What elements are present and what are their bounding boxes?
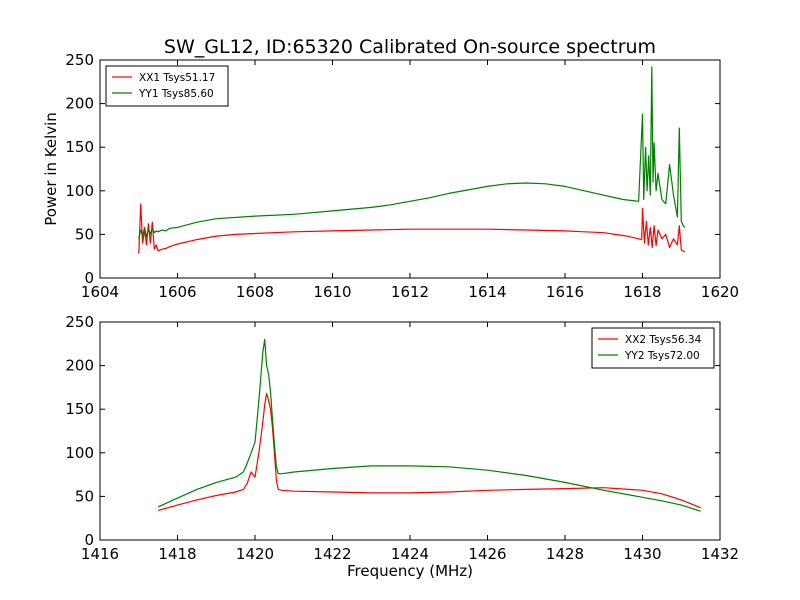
bottom-panel: 1416 1418 1420 1422 1424 1426 1428 1430 1432 0 50 1… bbox=[65, 313, 739, 580]
bottom-x-tick-label: 1416 bbox=[81, 545, 119, 563]
top-x-tick-label: 1608 bbox=[236, 283, 274, 301]
top-y-tick-label: 0 bbox=[84, 269, 94, 287]
bottom-x-tick-label: 1432 bbox=[701, 545, 739, 563]
bottom-y-tick-label: 0 bbox=[84, 531, 94, 549]
top-legend-label-1: XX1 Tsys51.17 bbox=[139, 72, 215, 84]
chart-title: SW_GL12, ID:65320 Calibrated On-source s… bbox=[164, 36, 656, 58]
bottom-x-tick-label: 1420 bbox=[236, 545, 274, 563]
top-x-tick-label: 1616 bbox=[546, 283, 584, 301]
bottom-legend-box bbox=[591, 327, 715, 369]
top-y-tick-label: 200 bbox=[65, 95, 94, 113]
bottom-y-tick-label: 150 bbox=[65, 400, 94, 418]
bottom-legend-label-1: XX2 Tsys56.34 bbox=[625, 334, 702, 346]
bottom-y-tick-label: 100 bbox=[65, 444, 94, 462]
top-y-tick-label: 150 bbox=[65, 138, 94, 156]
bottom-x-tick-label: 1418 bbox=[158, 545, 196, 563]
bottom-legend-label-2: YY2 Tsys72.00 bbox=[624, 350, 700, 362]
bottom-series-2-line bbox=[157, 338, 701, 512]
top-y-tick-label: 250 bbox=[65, 51, 94, 69]
bottom-x-tick-label: 1430 bbox=[623, 545, 661, 563]
top-legend-box bbox=[105, 65, 229, 107]
top-panel: 1604 1606 1608 1610 1612 1614 1616 1618 1620 0 50 1… bbox=[42, 51, 739, 301]
top-x-tick-label: 1620 bbox=[701, 283, 739, 301]
top-y-tick-label: 100 bbox=[65, 182, 94, 200]
top-series-1-line bbox=[138, 203, 686, 254]
top-y-axis-label: Power in Kelvin bbox=[42, 112, 60, 226]
bottom-series-1-line bbox=[157, 392, 701, 511]
top-y-tick-label: 50 bbox=[75, 225, 94, 243]
bottom-x-tick-label: 1424 bbox=[391, 545, 429, 563]
top-x-tick-label: 1618 bbox=[623, 283, 661, 301]
bottom-x-tick-label: 1428 bbox=[546, 545, 584, 563]
top-x-tick-label: 1606 bbox=[158, 283, 196, 301]
bottom-x-axis-label: Frequency (MHz) bbox=[347, 562, 473, 580]
bottom-y-tick-label: 200 bbox=[65, 357, 94, 375]
bottom-y-tick-label: 250 bbox=[65, 313, 94, 331]
top-series-2-line bbox=[138, 66, 686, 239]
top-x-tick-label: 1610 bbox=[313, 283, 351, 301]
top-x-tick-label: 1612 bbox=[391, 283, 429, 301]
top-x-tick-label: 1614 bbox=[468, 283, 506, 301]
bottom-x-tick-label: 1422 bbox=[313, 545, 351, 563]
top-x-tick-label: 1604 bbox=[81, 283, 119, 301]
bottom-x-tick-label: 1426 bbox=[468, 545, 506, 563]
top-legend-label-2: YY1 Tsys85.60 bbox=[138, 88, 214, 100]
bottom-y-tick-label: 50 bbox=[75, 487, 94, 505]
